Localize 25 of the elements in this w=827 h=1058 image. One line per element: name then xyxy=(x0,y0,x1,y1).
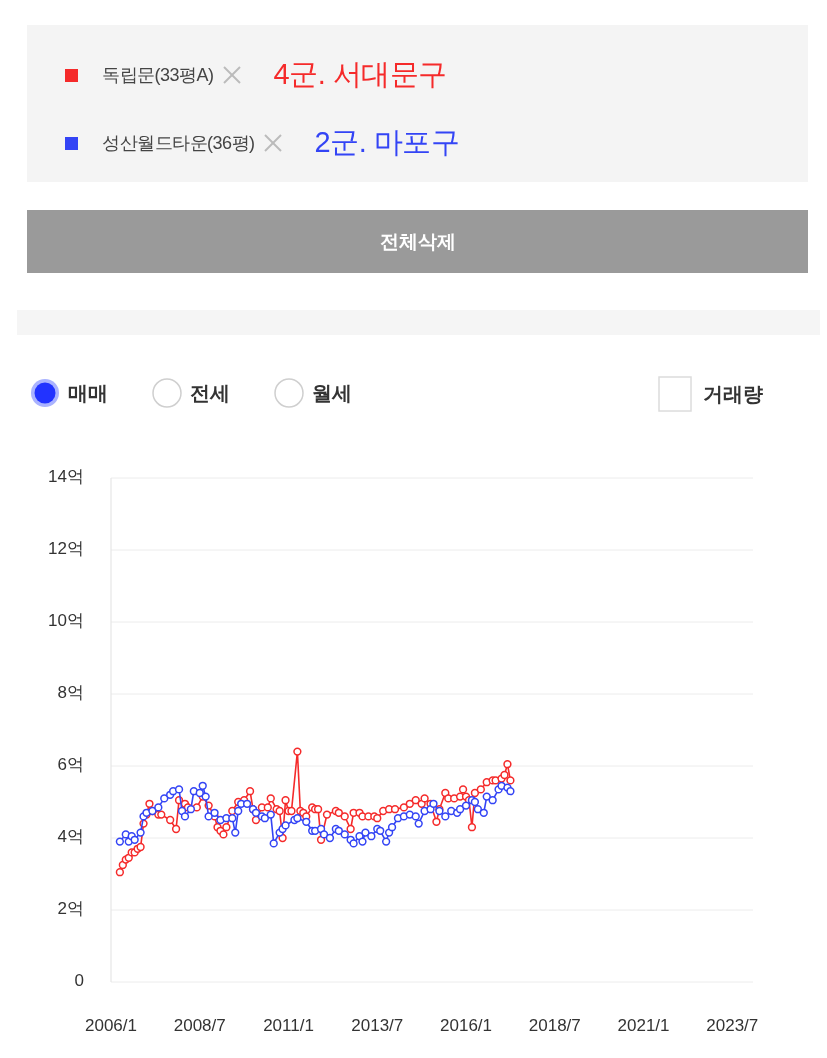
x-tick-label: 2018/7 xyxy=(528,1016,581,1036)
text: 매매 xyxy=(68,380,108,406)
x-tick-label: 2016/1 xyxy=(440,1016,493,1036)
x-tick-label: 2023/7 xyxy=(706,1016,759,1036)
y-tick-label: 14억 xyxy=(48,467,84,487)
x-tick-label: 2006/1 xyxy=(85,1016,137,1036)
y-tick-label: 0 xyxy=(74,971,84,991)
y-tick-label: 12억 xyxy=(48,539,84,559)
y-tick-label: 4억 xyxy=(57,827,84,847)
text: 2군. 마포구 xyxy=(314,125,460,160)
y-tick-label: 2억 xyxy=(57,899,84,919)
x-tick-label: 2013/7 xyxy=(351,1016,404,1036)
x-tick-label: 2021/1 xyxy=(617,1016,670,1036)
text: 4군. 서대문구 xyxy=(273,57,447,92)
x-tick-label: 2011/1 xyxy=(263,1016,314,1036)
text: 전체삭제 xyxy=(379,229,456,254)
y-tick-label: 8억 xyxy=(57,683,84,703)
y-tick-label: 6억 xyxy=(57,755,84,775)
legend-label: 독립문(33평A) xyxy=(102,64,214,87)
x-tick-label: 2008/7 xyxy=(173,1016,226,1036)
legend-label: 성산월드타운(36평) xyxy=(102,132,255,155)
text: 거래량 xyxy=(703,381,763,407)
y-tick-label: 10억 xyxy=(48,611,84,631)
text: 전세 xyxy=(190,380,230,406)
text: 월세 xyxy=(312,380,352,406)
